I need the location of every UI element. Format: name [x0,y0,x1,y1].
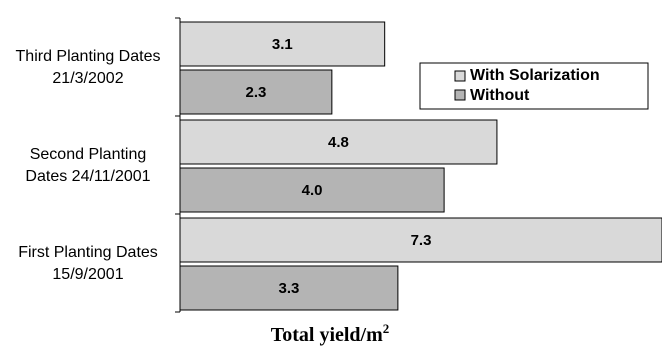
bar-with-solarization-2 [179,217,662,263]
bar-value-label-with-solarization-0: 3.1 [272,36,293,53]
legend: With Solarization Without [419,62,649,110]
x-axis-title-superscript: 2 [383,321,390,336]
bar-with-solarization-0 [179,21,386,67]
category-labels: Third Planting Dates 21/3/2002 Second Plan… [16,48,161,283]
x-axis-title-text: Total yield/m [271,324,383,346]
category-label-2-line-1: 15/9/2001 [52,266,123,283]
bar-value-label-without-2: 3.3 [279,280,300,297]
bar-value-label-with-solarization-2: 7.3 [411,232,432,249]
category-label-0-line-0: Third Planting Dates [16,48,161,65]
x-axis-title: Total yield/m2 [271,321,390,346]
bar-without-2 [179,265,399,311]
legend-swatch-with-solarization [454,70,466,82]
bars-layer: 3.1 2.3 4.8 4.0 7.3 3.3 [179,21,662,311]
bar-with-solarization-1 [179,119,498,165]
legend-label-without: Without [470,87,530,104]
category-label-1-line-0: Second Planting [30,146,147,163]
legend-swatch-without [454,89,466,101]
legend-label-with-solarization: With Solarization [470,67,600,84]
bar-value-label-without-0: 2.3 [246,84,267,101]
category-label-0-line-1: 21/3/2002 [52,70,123,87]
axis-layer [175,17,181,313]
category-label-2-line-0: First Planting Dates [18,244,158,261]
bar-without-1 [179,167,445,213]
category-label-1-line-1: Dates 24/11/2001 [25,168,150,185]
bar-without-0 [179,69,333,115]
bar-value-label-without-1: 4.0 [302,182,323,199]
bar-value-label-with-solarization-1: 4.8 [328,134,349,151]
